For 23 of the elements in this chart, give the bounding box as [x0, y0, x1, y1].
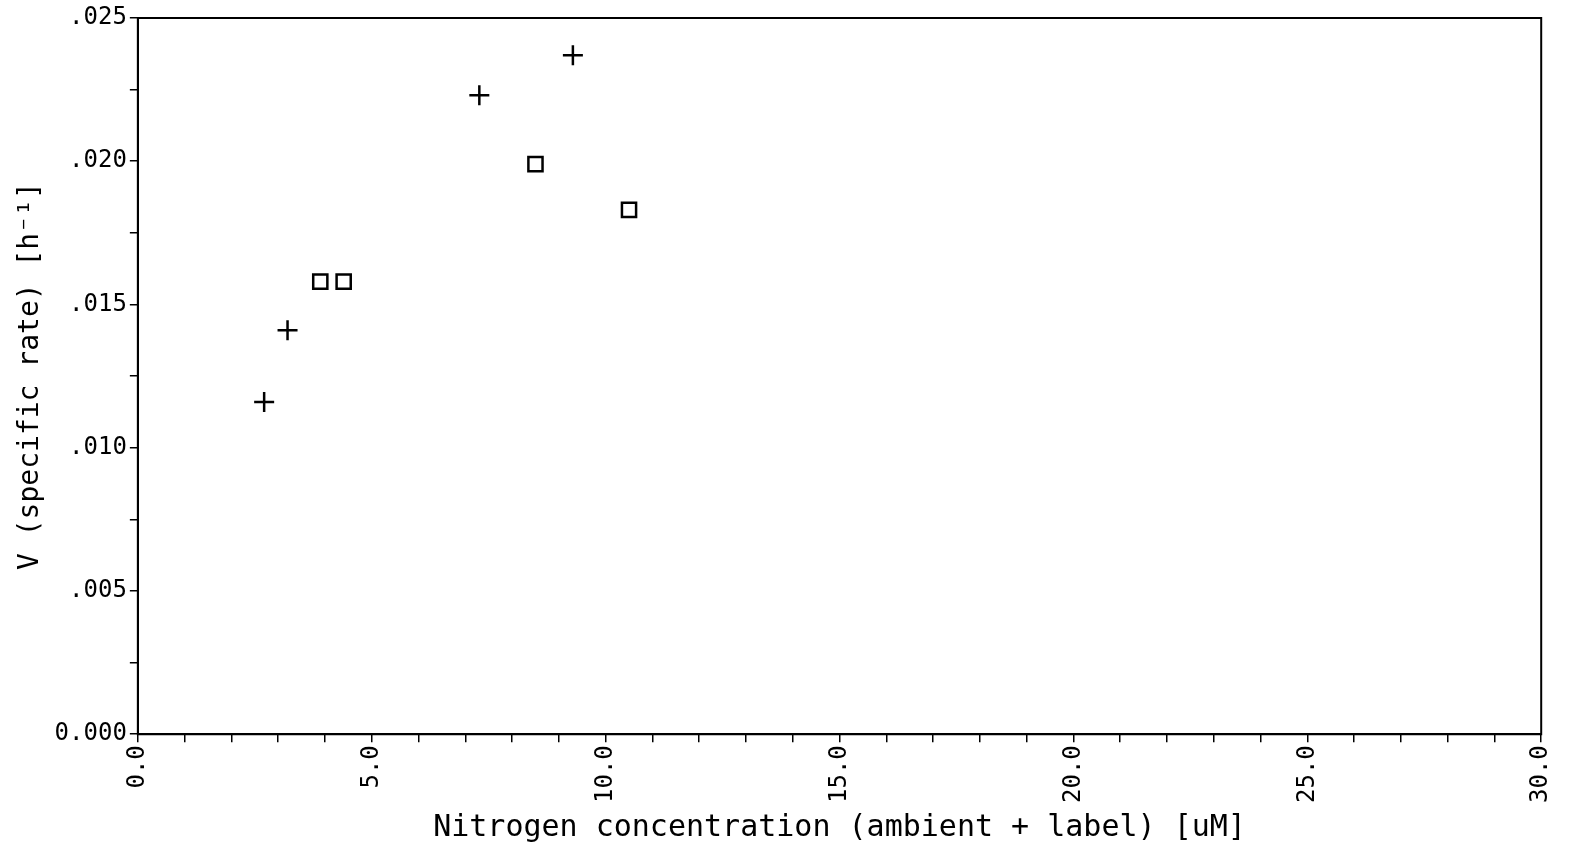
y-tick-label: .020 [69, 145, 127, 174]
point [276, 319, 299, 342]
point [468, 84, 491, 107]
point [252, 390, 276, 414]
point [561, 43, 585, 67]
point [620, 201, 638, 219]
y-axis-title: V (specific rate) [h⁻¹] [12, 182, 46, 570]
x-tick-label: 5.0 [355, 745, 384, 789]
y-tick-label: .010 [69, 431, 127, 460]
y-tick-label: 0.000 [54, 718, 127, 747]
y-tick-label: .015 [69, 288, 127, 317]
y-tick-label: .025 [69, 2, 127, 31]
point [527, 155, 544, 173]
x-axis-title: Nitrogen concentration (ambient + label) [uM] [433, 807, 1246, 843]
y-tick-label: .005 [69, 575, 127, 604]
x-tick-label: 15.0 [823, 745, 852, 803]
x-tick-label: 20.0 [1057, 745, 1086, 803]
x-tick-label: 30.0 [1525, 745, 1554, 803]
x-tick-label: 0.0 [122, 745, 151, 789]
x-tick-label: 25.0 [1291, 745, 1320, 803]
x-tick-label: 10.0 [589, 745, 618, 803]
point [311, 273, 329, 290]
point [335, 273, 352, 290]
